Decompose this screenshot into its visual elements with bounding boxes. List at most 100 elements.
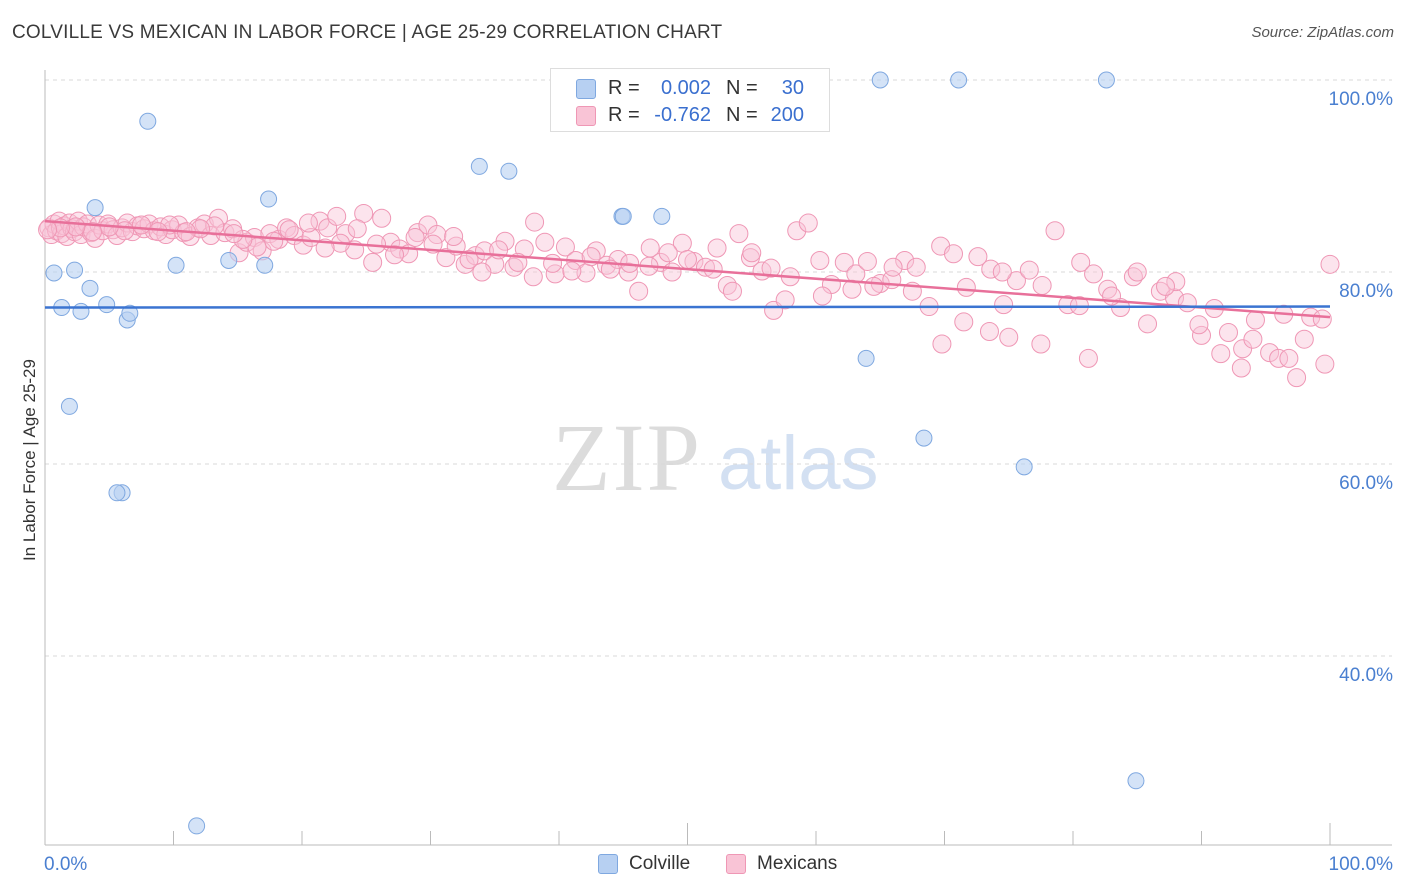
mexicans-point xyxy=(658,243,678,263)
axes xyxy=(44,70,1392,846)
mexicans-point xyxy=(968,247,988,267)
mexicans-n-label: N = xyxy=(726,104,758,126)
chart-title: COLVILLE VS MEXICAN IN LABOR FORCE | AGE… xyxy=(12,22,723,43)
mexicans-point xyxy=(74,217,94,237)
colville-legend-swatch xyxy=(598,854,618,874)
mexicans-point xyxy=(427,225,447,245)
colville-n-value: 30 xyxy=(781,77,804,99)
mexicans-point xyxy=(131,215,151,235)
mexicans-point xyxy=(1211,344,1231,364)
colville-point xyxy=(1097,71,1115,89)
mexicans-point xyxy=(729,224,749,244)
colville-point xyxy=(81,279,99,297)
grid-lines xyxy=(45,79,1392,657)
mexicans-point xyxy=(812,286,832,306)
colville-point xyxy=(72,302,90,320)
mexicans-point xyxy=(1243,329,1263,349)
colville-point xyxy=(220,251,238,269)
mexicans-legend-label: Mexicans xyxy=(757,853,838,874)
mexicans-point xyxy=(1177,293,1197,313)
y-tick-label: 60.0% xyxy=(1339,473,1393,494)
mexicans-point xyxy=(525,212,545,232)
colville-point xyxy=(139,112,157,130)
mexicans-legend-swatch xyxy=(726,854,746,874)
colville-trend-line xyxy=(44,305,1331,309)
colville-point xyxy=(1015,458,1033,476)
colville-point xyxy=(260,190,278,208)
colville-point xyxy=(121,304,139,322)
mexicans-point xyxy=(367,234,387,254)
mexicans-point xyxy=(372,208,392,228)
mexicans-point xyxy=(979,322,999,342)
colville-point xyxy=(256,256,274,274)
colville-r-value: 0.002 xyxy=(660,77,711,99)
mexicans-point xyxy=(1084,264,1104,284)
colville-point xyxy=(500,162,518,180)
colville-point xyxy=(915,429,933,447)
mexicans-point xyxy=(722,281,742,301)
colville-point xyxy=(614,207,632,225)
mexicans-point xyxy=(1231,358,1251,378)
colville-point xyxy=(45,264,63,282)
mexicans-point xyxy=(932,334,952,354)
mexicans-point xyxy=(703,259,723,279)
mexicans-point xyxy=(459,250,479,270)
mexicans-point xyxy=(298,213,318,233)
mexicans-point xyxy=(1233,339,1253,359)
colville-point xyxy=(60,397,78,415)
mexicans-point xyxy=(999,327,1019,347)
mexicans-point xyxy=(472,262,492,282)
colville-point xyxy=(950,71,968,89)
mexicans-point xyxy=(562,261,582,281)
mexicans-point xyxy=(810,250,830,270)
mexicans-trend-line xyxy=(44,219,1331,319)
mexicans-point xyxy=(586,241,606,261)
mexicans-point xyxy=(201,226,221,246)
mexicans-point xyxy=(38,220,58,240)
mexicans-point xyxy=(1245,310,1265,330)
mexicans-point xyxy=(1218,322,1238,342)
legend-row-colville: R = 0.002 N = 30 xyxy=(551,75,829,101)
mexicans-n-value: 200 xyxy=(770,104,804,126)
mexicans-point xyxy=(1078,348,1098,368)
x-tick-label-min: 0.0% xyxy=(44,854,87,875)
mexicans-point xyxy=(943,244,963,264)
mexicans-point xyxy=(1260,343,1280,363)
mexicans-point xyxy=(787,221,807,241)
mexicans-point xyxy=(717,275,737,295)
mexicans-point xyxy=(906,257,926,277)
mexicans-point xyxy=(1045,221,1065,241)
mexicans-point xyxy=(992,262,1012,282)
colville-point xyxy=(1127,772,1145,790)
colville-point xyxy=(66,261,84,279)
mexicans-point xyxy=(834,252,854,272)
colville-point xyxy=(871,71,889,89)
mexicans-point xyxy=(775,290,795,310)
mexicans-point xyxy=(1019,260,1039,280)
colville-point xyxy=(653,207,671,225)
mexicans-point xyxy=(363,252,383,272)
trend-lines xyxy=(44,219,1331,319)
colville-point xyxy=(108,484,126,502)
mexicans-point xyxy=(981,259,1001,279)
mexicans-point xyxy=(148,222,168,242)
mexicans-point xyxy=(555,237,575,257)
colville-legend-label: Colville xyxy=(629,853,691,874)
colville-swatch xyxy=(576,79,596,99)
mexicans-point xyxy=(1320,254,1340,274)
mexicans-point xyxy=(543,253,563,273)
mexicans-point xyxy=(1287,368,1307,388)
mexicans-point xyxy=(1269,348,1289,368)
mexicans-point xyxy=(707,238,727,258)
x-tick-label-max: 100.0% xyxy=(1329,854,1394,875)
mexicans-point xyxy=(1166,272,1186,292)
mexicans-point xyxy=(678,250,697,270)
mexicans-point xyxy=(347,219,367,239)
y-tick-label: 80.0% xyxy=(1339,281,1393,302)
mexicans-point xyxy=(1138,314,1158,334)
mexicans-point xyxy=(1127,262,1147,282)
mexicans-points xyxy=(38,203,1340,388)
colville-point xyxy=(857,349,875,367)
mexicans-point xyxy=(798,213,818,233)
